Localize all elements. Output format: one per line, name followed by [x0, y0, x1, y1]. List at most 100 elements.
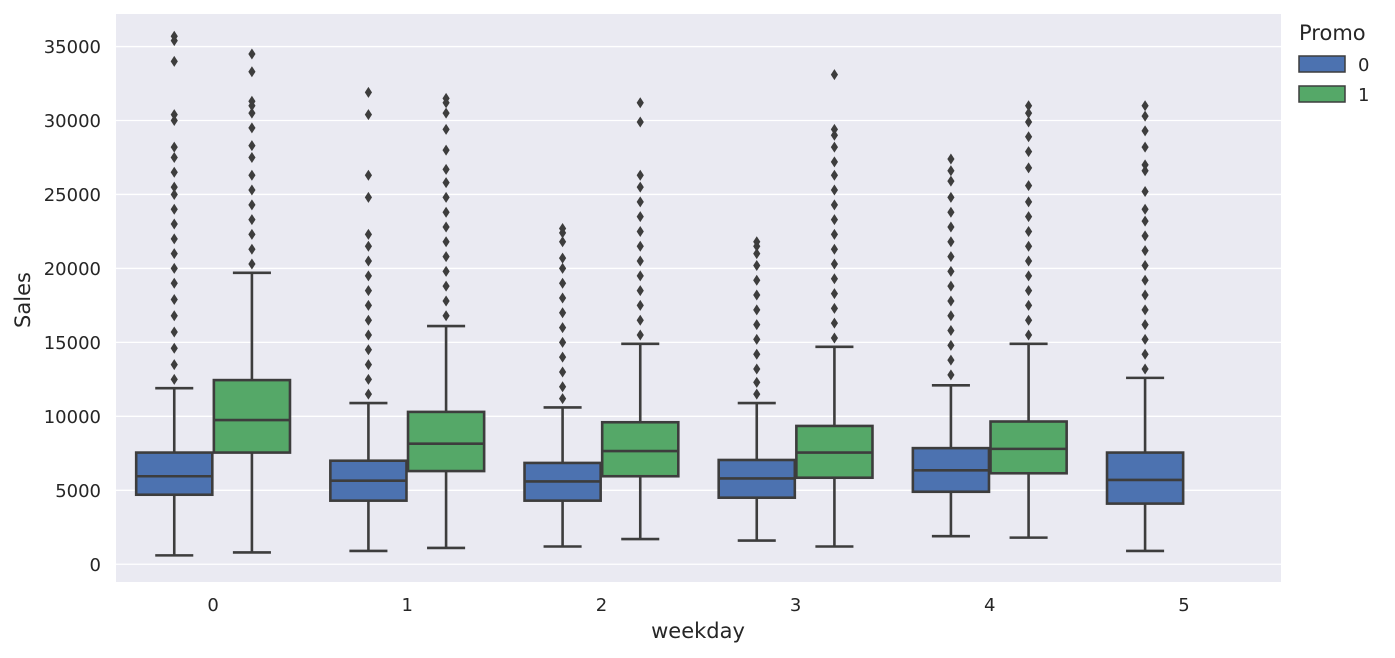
legend-swatch-1 [1298, 85, 1346, 103]
y-tick-5: 25000 [44, 185, 101, 206]
box-series0-weekday3 [717, 236, 797, 542]
outlier-point [442, 177, 450, 189]
outlier-point [753, 248, 761, 260]
outlier-point [364, 255, 373, 267]
outlier-point [830, 141, 839, 153]
legend-swatch-0 [1298, 55, 1346, 73]
plot-background [116, 14, 1281, 582]
y-tick-2: 10000 [44, 407, 101, 428]
outlier-point [1024, 255, 1033, 267]
outlier-point [1141, 230, 1149, 242]
box-series1-weekday3 [795, 69, 874, 548]
x-tick-3: 3 [790, 595, 801, 616]
box-series1-weekday4 [989, 100, 1068, 539]
outlier-point [1141, 165, 1149, 177]
outlier-point [170, 109, 178, 121]
outlier-point [1024, 329, 1033, 341]
outlier-point [1141, 333, 1149, 345]
outlier-point [1141, 245, 1149, 257]
outlier-point [364, 285, 373, 297]
outlier-point [1024, 107, 1033, 119]
outlier-point [364, 228, 373, 240]
outlier-point [558, 336, 567, 348]
outlier-point [636, 255, 644, 267]
outlier-point [170, 141, 178, 153]
outlier-point [558, 393, 567, 405]
outlier-point [1024, 131, 1033, 143]
outlier-point [1141, 159, 1149, 171]
legend-label-1: 1 [1358, 85, 1369, 106]
outlier-point [442, 206, 450, 218]
outlier-point [364, 191, 373, 203]
outlier-point [636, 270, 644, 282]
box-series0-weekday2 [523, 222, 602, 548]
outlier-point [947, 251, 955, 263]
outlier-point [170, 166, 178, 178]
x-tick-1: 1 [402, 595, 413, 616]
grid-lines [116, 45, 1281, 565]
legend-title: Promo [1299, 21, 1366, 45]
outlier-point [947, 165, 955, 177]
box-iqr [134, 451, 214, 497]
outlier-point [1024, 299, 1033, 311]
outlier-point [170, 310, 178, 322]
outlier-point [1141, 259, 1149, 271]
x-tick-2: 2 [596, 595, 607, 616]
outlier-point [558, 222, 567, 234]
outlier-point [1024, 146, 1033, 158]
outlier-point [830, 169, 839, 181]
outlier-point [753, 388, 761, 400]
outlier-point [170, 181, 178, 193]
outlier-point [1024, 225, 1033, 237]
outlier-point [947, 175, 955, 187]
outlier-point [753, 259, 761, 271]
box-iqr [989, 420, 1068, 475]
outlier-point [947, 265, 955, 277]
outlier-point [636, 196, 644, 208]
outlier-point [248, 66, 256, 78]
outlier-point [248, 199, 256, 211]
outlier-point [170, 30, 178, 42]
outlier-point [442, 265, 450, 277]
legend: Promo 0 1 [1298, 21, 1369, 106]
outlier-point [947, 206, 955, 218]
outlier-point [1141, 125, 1149, 137]
y-tick-3: 15000 [44, 333, 101, 354]
x-tick-4: 4 [984, 595, 995, 616]
outlier-point [753, 333, 761, 345]
legend-label-0: 0 [1358, 55, 1369, 76]
outlier-point [442, 144, 450, 156]
box-series0-weekday4 [911, 153, 991, 538]
outlier-point [442, 251, 450, 263]
box-series0-weekday0 [134, 30, 214, 557]
y-tick-labels: 0 5000 10000 15000 20000 25000 30000 35000 [44, 37, 101, 576]
outlier-point [947, 369, 955, 381]
outlier-point [1141, 203, 1149, 215]
outlier-point [636, 169, 644, 181]
outlier-point [636, 116, 644, 128]
x-tick-0: 0 [207, 595, 218, 616]
outlier-point [170, 55, 178, 67]
outlier-point [170, 359, 178, 371]
outlier-point [1024, 285, 1033, 297]
outlier-point [364, 388, 373, 400]
outlier-point [364, 329, 373, 341]
outlier-point [830, 156, 839, 168]
outlier-point [248, 214, 256, 226]
outlier-point [558, 236, 567, 248]
y-axis-label: Sales [11, 272, 35, 328]
outlier-point [753, 348, 761, 360]
outlier-point [636, 299, 644, 311]
outlier-point [1024, 314, 1033, 326]
outlier-point [1141, 319, 1149, 331]
box-iqr [600, 420, 680, 478]
outlier-point [364, 373, 373, 385]
outlier-point [947, 221, 955, 233]
outlier-point [558, 351, 567, 363]
outlier-point [636, 211, 644, 223]
outlier-point [1024, 270, 1033, 282]
outlier-point [830, 129, 839, 141]
outlier-point [558, 252, 567, 264]
outlier-point [558, 307, 567, 319]
outlier-point [558, 381, 567, 393]
